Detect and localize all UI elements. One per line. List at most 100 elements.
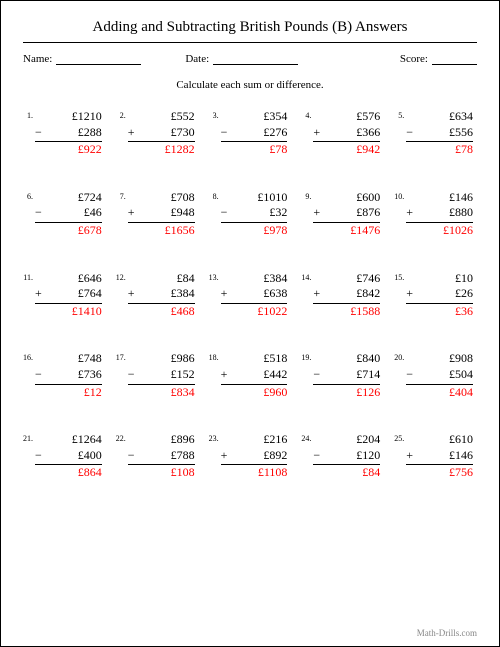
operand-top: £576: [313, 109, 380, 125]
problem-stack: £610+£146£756: [406, 432, 477, 481]
problem-stack: £84+£384£468: [128, 271, 199, 320]
problem: 20.£908−£504£404: [394, 351, 477, 400]
answer: £942: [313, 142, 380, 158]
operand-bottom: +£948: [128, 205, 195, 223]
problem-stack: £634−£556£78: [406, 109, 477, 158]
name-field: Name:: [23, 53, 141, 65]
operand-bottom: −£46: [35, 205, 102, 223]
problem-number: 6.: [23, 190, 35, 201]
answer: £756: [406, 465, 473, 481]
problem-stack: £576+£366£942: [313, 109, 384, 158]
problem-stack: £354−£276£78: [221, 109, 292, 158]
date-blank: [213, 54, 298, 65]
answer: £84: [313, 465, 380, 481]
problem: 14.£746+£842£1588: [301, 271, 384, 320]
problem: 8.£1010−£32£978: [209, 190, 292, 239]
operand-top: £708: [128, 190, 195, 206]
operand-bottom: −£32: [221, 205, 288, 223]
operand-top: £204: [313, 432, 380, 448]
operand-top: £1010: [221, 190, 288, 206]
problem-number: 1.: [23, 109, 35, 120]
date-field: Date:: [185, 53, 298, 65]
problem-number: 23.: [209, 432, 221, 443]
problem-stack: £746+£842£1588: [313, 271, 384, 320]
answer: £1656: [128, 223, 195, 239]
answer: £12: [35, 385, 102, 401]
problem-number: 13.: [209, 271, 221, 282]
problem-stack: £204−£120£84: [313, 432, 384, 481]
operator: +: [406, 448, 416, 464]
operator: +: [35, 286, 45, 302]
operator: −: [128, 448, 138, 464]
score-field: Score:: [400, 53, 477, 65]
operator: +: [406, 205, 416, 221]
operator: +: [313, 125, 323, 141]
problem-stack: £908−£504£404: [406, 351, 477, 400]
operand-top: £634: [406, 109, 473, 125]
operator: +: [221, 448, 231, 464]
operator: −: [35, 367, 45, 383]
operand-top: £746: [313, 271, 380, 287]
problem: 24.£204−£120£84: [301, 432, 384, 481]
problem-number: 18.: [209, 351, 221, 362]
problem-number: 11.: [23, 271, 35, 282]
operand-top: £1210: [35, 109, 102, 125]
operator: +: [313, 286, 323, 302]
footer-credit: Math-Drills.com: [417, 628, 477, 638]
operator: +: [221, 367, 231, 383]
operand-bottom: −£276: [221, 125, 288, 143]
problem: 17.£986−£152£834: [116, 351, 199, 400]
operand-top: £600: [313, 190, 380, 206]
operator: +: [406, 286, 416, 302]
operand-top: £986: [128, 351, 195, 367]
answer: £36: [406, 304, 473, 320]
operand-bottom: −£788: [128, 448, 195, 466]
title-rule: [23, 42, 477, 43]
problem-number: 17.: [116, 351, 128, 362]
operator: +: [313, 205, 323, 221]
operand-bottom: +£892: [221, 448, 288, 466]
problem-number: 19.: [301, 351, 313, 362]
operand-bottom: +£384: [128, 286, 195, 304]
problem-stack: £840−£714£126: [313, 351, 384, 400]
problem: 13.£384+£638£1022: [209, 271, 292, 320]
problem: 1.£1210−£288£922: [23, 109, 106, 158]
answer: £1282: [128, 142, 195, 158]
problem-stack: £986−£152£834: [128, 351, 199, 400]
operand-bottom: +£442: [221, 367, 288, 385]
operator: −: [35, 205, 45, 221]
operator: −: [406, 125, 416, 141]
problem-stack: £600+£876£1476: [313, 190, 384, 239]
operand-top: £840: [313, 351, 380, 367]
problem-number: 12.: [116, 271, 128, 282]
answer: £1022: [221, 304, 288, 320]
operator: −: [221, 125, 231, 141]
name-label: Name:: [23, 53, 52, 65]
problem: 15.£10+£26£36: [394, 271, 477, 320]
operand-bottom: +£842: [313, 286, 380, 304]
operand-bottom: +£26: [406, 286, 473, 304]
problem: 12.£84+£384£468: [116, 271, 199, 320]
problem-number: 22.: [116, 432, 128, 443]
operator: −: [313, 448, 323, 464]
operand-bottom: −£736: [35, 367, 102, 385]
problem: 25.£610+£146£756: [394, 432, 477, 481]
problem: 22.£896−£788£108: [116, 432, 199, 481]
operand-top: £908: [406, 351, 473, 367]
problem: 7.£708+£948£1656: [116, 190, 199, 239]
problem-stack: £1210−£288£922: [35, 109, 106, 158]
operand-bottom: +£764: [35, 286, 102, 304]
operand-top: £518: [221, 351, 288, 367]
problem-stack: £216+£892£1108: [221, 432, 292, 481]
problem: 2.£552+£730£1282: [116, 109, 199, 158]
problem: 23.£216+£892£1108: [209, 432, 292, 481]
instruction-text: Calculate each sum or difference.: [23, 79, 477, 91]
answer: £1588: [313, 304, 380, 320]
problem-number: 25.: [394, 432, 406, 443]
operand-bottom: +£880: [406, 205, 473, 223]
problem-number: 3.: [209, 109, 221, 120]
problem-stack: £748−£736£12: [35, 351, 106, 400]
operand-bottom: −£120: [313, 448, 380, 466]
problem: 4.£576+£366£942: [301, 109, 384, 158]
problem-stack: £384+£638£1022: [221, 271, 292, 320]
